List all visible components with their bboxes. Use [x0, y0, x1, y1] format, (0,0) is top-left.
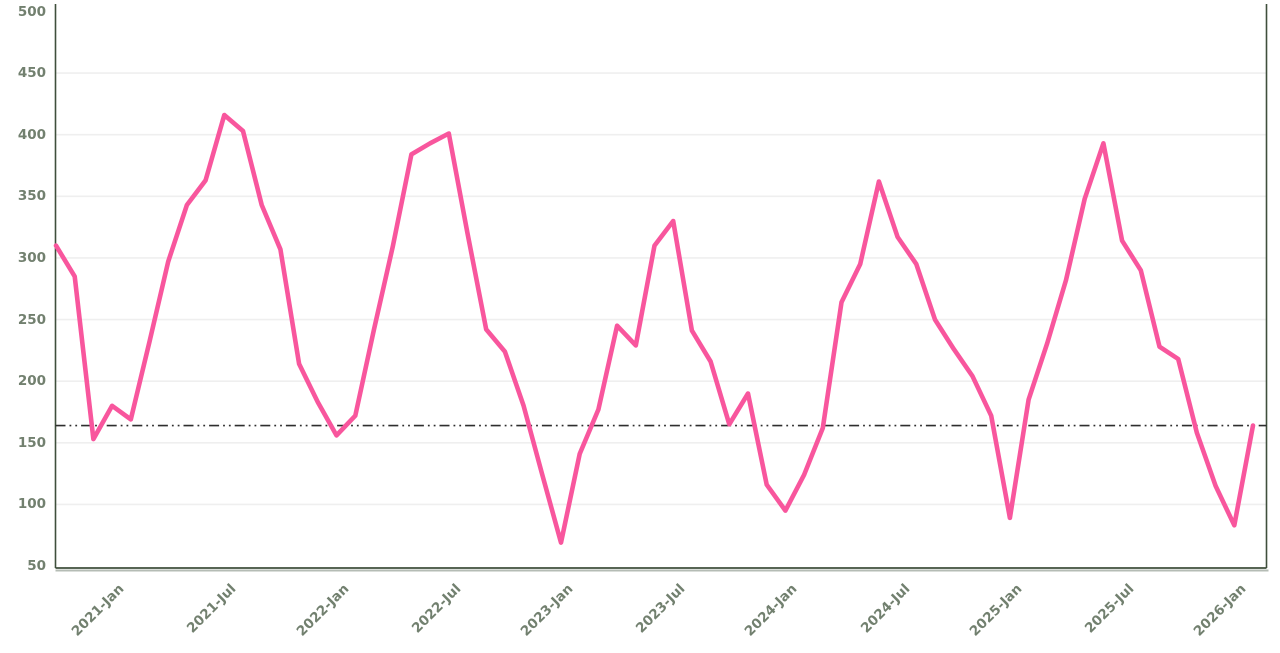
y-axis-label: 450	[17, 65, 46, 82]
y-axis-label: 100	[17, 496, 46, 513]
y-axis-label: 200	[17, 373, 46, 390]
y-axis-label: 350	[17, 188, 46, 205]
y-axis-label: 250	[17, 311, 46, 328]
y-axis-label: 150	[17, 434, 46, 451]
y-axis-label: 300	[17, 249, 46, 266]
y-axis-label: 500	[17, 3, 46, 20]
y-axis-label: 400	[17, 126, 46, 143]
series-line-monthly-values	[53, 112, 1256, 545]
y-axis-label: 50	[27, 558, 46, 574]
